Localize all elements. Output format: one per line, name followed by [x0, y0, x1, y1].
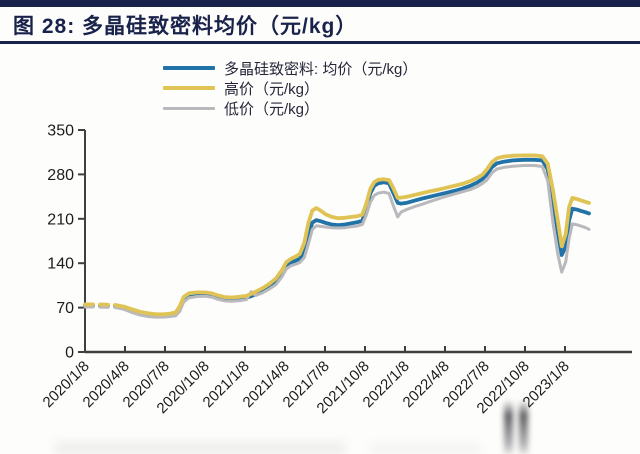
artifact-smear-left: [55, 442, 345, 454]
legend-label-high: 高价（元/kg）: [224, 80, 320, 98]
legend-label-avg: 多晶硅致密料: 均价（元/kg）: [224, 60, 418, 78]
svg-text:210: 210: [47, 211, 74, 228]
low-line-swatch: [163, 106, 215, 110]
figure-title: 图 28: 多晶硅致密料均价（元/kg）: [13, 15, 358, 38]
svg-text:350: 350: [47, 123, 74, 140]
svg-text:140: 140: [47, 256, 74, 273]
legend-item-avg: 多晶硅致密料: 均价（元/kg）: [163, 58, 417, 78]
top-navy-bar: [0, 0, 640, 7]
high-line-swatch: [163, 86, 215, 90]
artifact-smear-right: [370, 444, 480, 454]
legend-item-high: 高价（元/kg）: [163, 78, 417, 98]
legend-item-low: 低价（元/kg）: [163, 98, 417, 118]
legend-label-low: 低价（元/kg）: [224, 100, 320, 118]
svg-text:70: 70: [56, 300, 74, 317]
svg-text:280: 280: [47, 167, 74, 184]
chart-legend: 多晶硅致密料: 均价（元/kg） 高价（元/kg） 低价（元/kg）: [163, 58, 417, 118]
title-underline: [0, 41, 640, 44]
svg-text:0: 0: [65, 345, 74, 362]
avg-line-swatch: [163, 66, 215, 70]
watermark-artifact: [503, 400, 531, 454]
